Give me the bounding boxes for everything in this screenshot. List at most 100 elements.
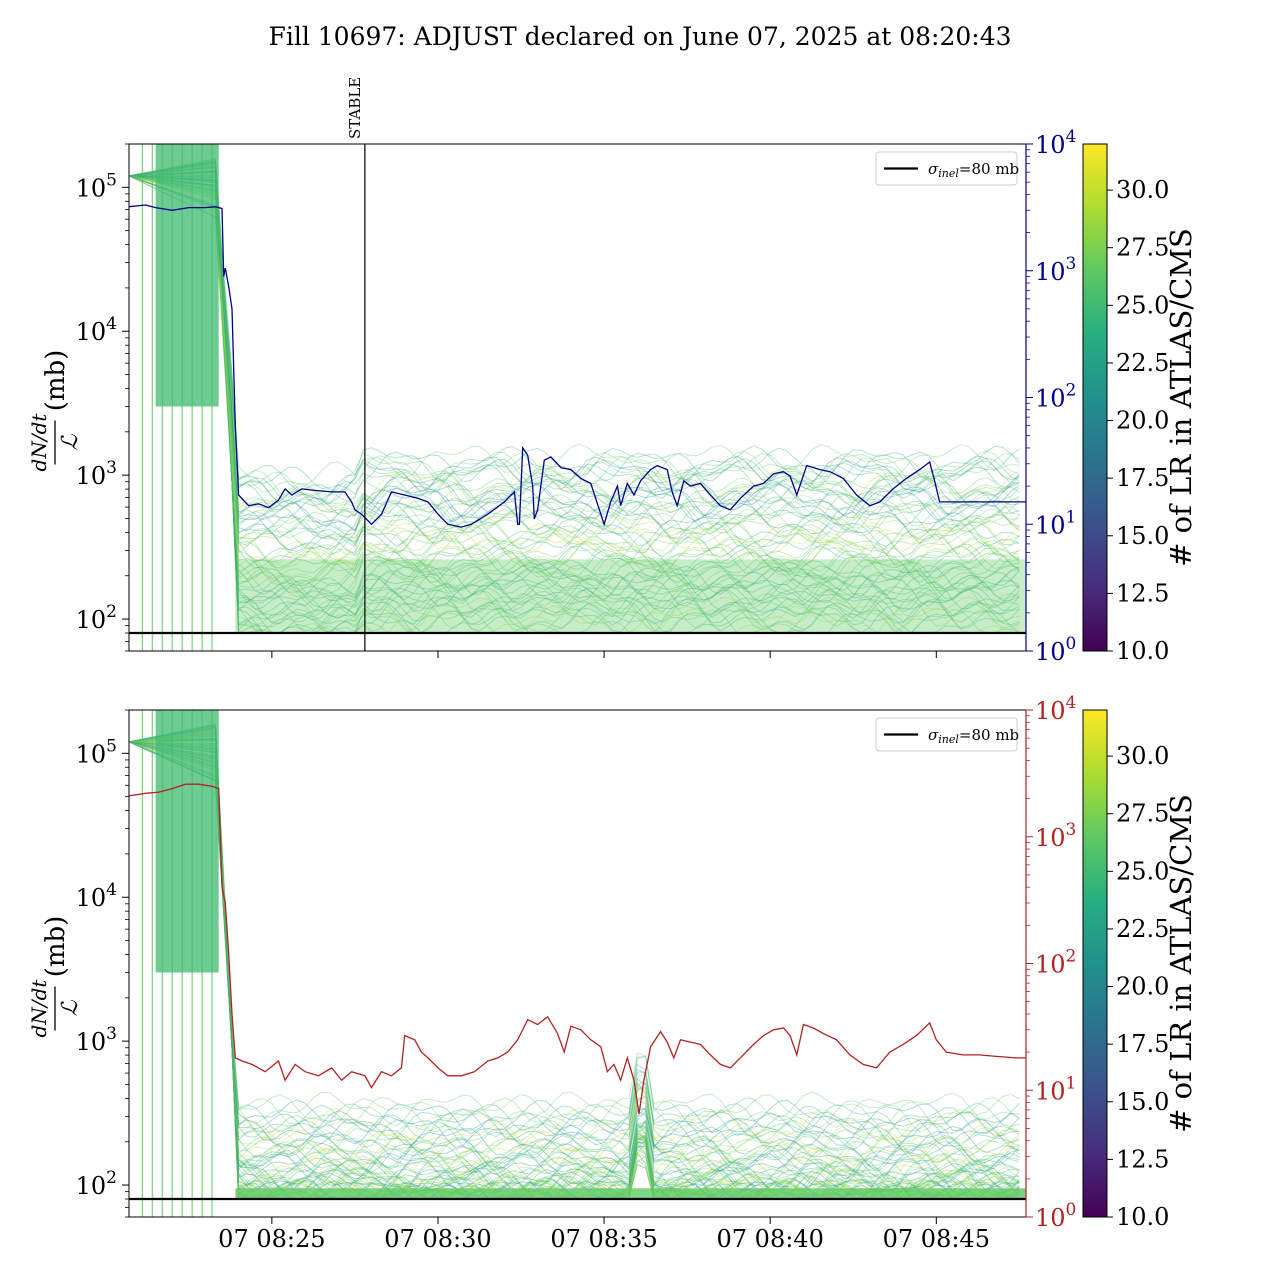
bunch-curve [129,175,1020,532]
bunch-curve [129,175,1020,615]
colorbar-gradient [1082,143,1108,652]
bunch-curve [129,741,1020,1148]
bunch-curve [129,175,1020,502]
bunch-curve [129,170,1020,619]
bunch-curve [129,741,1020,1200]
left-tick-label: 103 [76,458,117,490]
bunch-curve [129,733,1020,1200]
colorbar-gradient [1082,709,1108,1218]
bunch-curve [129,725,1020,1200]
stable-label: STABLE [346,77,364,139]
left-tick-label: 105 [76,170,117,202]
bunch-curve [129,741,1020,1200]
bunch-curve [129,175,1020,624]
right-tick-label: 101 [1035,507,1076,539]
bunch-curve [129,175,1020,555]
bunch-curve [129,175,1020,494]
bunch-curve [129,158,1020,519]
bunch-curve [129,741,1020,1170]
bunch-band [235,1188,1026,1199]
bunch-curve [129,741,1020,1144]
bunch-curve [129,741,1020,1151]
x-tick-label: 07 08:30 [384,1225,491,1253]
bunch-curve [129,741,1020,1156]
left-tick-label: 103 [76,1024,117,1056]
colorbar-tick-label: 10.0 [1116,1203,1169,1231]
bunch-curve [129,175,1020,592]
bunch-curve [129,174,1020,532]
bunch-curve [129,175,1020,628]
y-label-numerator: dN/dt [27,979,51,1038]
bunch-curve [129,741,1020,1161]
y-label-denominator: ℒ [58,999,83,1016]
colorbar-tick-label: 17.5 [1116,1030,1169,1058]
bunch-curve [129,175,1020,544]
right-axis: 100 101 102 103 104 [1026,127,1076,666]
bunch-curve [129,739,1020,1185]
bunch-curve [129,171,1020,555]
colorbar-tick-label: 10.0 [1116,637,1169,665]
x-axis [271,651,937,658]
colorbar-tick-label: 20.0 [1116,973,1169,1001]
bunch-curve [129,175,1020,594]
bunch-curve [129,741,1020,1200]
right-tick-label: 103 [1035,254,1076,286]
left-tick-label: 104 [76,880,117,912]
bunch-curve [129,741,1020,1172]
bunch-curve [129,175,1020,634]
x-tick-label: 07 08:25 [218,1225,325,1253]
y-label-unit: (mb) [41,350,71,412]
bunch-curve [129,741,1020,1200]
bunch-curve [129,732,1020,1184]
bunch-curve [129,175,1020,584]
bunch-curve [129,175,1020,518]
bunch-curve [129,175,1020,561]
right-axis-series [129,204,1026,528]
bunch-curve [129,164,1020,539]
bunch-curve [129,729,1020,1180]
bunch-curve [129,171,1020,613]
y-label-numerator: dN/dt [27,413,51,472]
bunch-curve [129,741,1020,1134]
bunch-curve [129,162,1020,517]
colorbar-tick-label: 22.5 [1116,349,1169,377]
bunch-curve [129,735,1020,1181]
bunch-curve [129,160,1020,494]
plot-frame [128,709,1027,1218]
bunch-curve [129,741,1020,1166]
x-axis: 07 08:25 07 08:30 07 08:35 07 08:40 07 08:45 [218,1217,990,1253]
bunch-curve [129,727,1020,1200]
right-tick-label: 102 [1035,947,1076,979]
bunch-curve [129,171,1020,586]
bunch-curve [129,175,1020,546]
bunch-curves [129,710,1026,1217]
y-label-denominator: ℒ [58,433,83,450]
bunch-curve [129,170,1020,507]
bunch-curve [129,175,1020,619]
bunch-curve [129,175,1020,586]
bunch-curve [129,175,1020,634]
colorbar-tick-label: 22.5 [1116,915,1169,943]
bunch-curve [129,175,1020,634]
bunch-curve [129,162,1020,632]
bunch-curve [129,727,1020,1191]
colorbar-tick-label: 30.0 [1116,742,1169,770]
colorbar-tick-label: 20.0 [1116,407,1169,435]
bunch-curve [129,726,1020,1142]
bunch-curve [129,727,1020,1200]
legend-label: σinel=80 mb [928,160,1019,180]
bunch-curve [129,157,1020,564]
colorbar-tick-label: 27.5 [1116,234,1169,262]
bunch-curve [129,169,1020,569]
colorbar-tick-label: 12.5 [1116,579,1169,607]
colorbar-label: # of LR in ATLAS/CMS [1164,794,1198,1133]
right-axis-series [129,783,1026,1115]
colorbar: 10.0 12.5 15.0 17.5 20.0 22.5 25.0 27.5 30.0 # of… [1082,709,1198,1231]
x-tick-label: 07 08:40 [717,1225,824,1253]
bunch-curve [129,741,1020,1148]
bunch-curve [129,167,1020,632]
right-tick-label: 100 [1035,1200,1076,1232]
bunch-curve [129,165,1020,607]
